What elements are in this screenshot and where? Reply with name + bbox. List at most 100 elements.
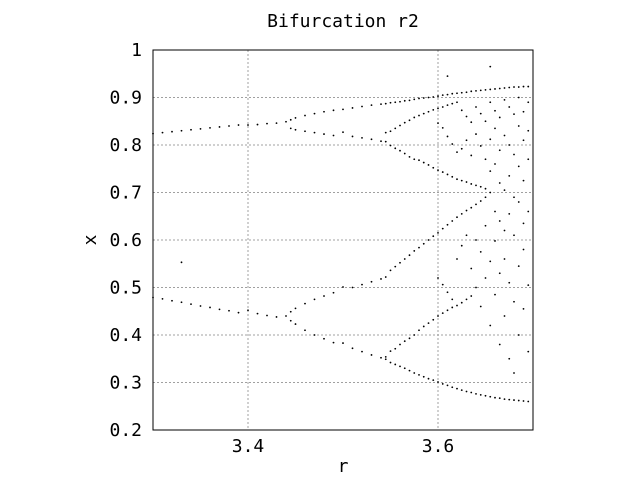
bifurcation-point xyxy=(465,91,468,94)
bifurcation-point xyxy=(289,319,292,322)
bifurcation-point xyxy=(522,179,525,182)
bifurcation-point xyxy=(313,298,316,301)
bifurcation-point xyxy=(479,250,482,253)
bifurcation-point xyxy=(484,394,487,397)
bifurcation-point xyxy=(399,100,401,103)
bifurcation-point xyxy=(494,293,496,296)
bifurcation-point xyxy=(275,122,278,125)
x-axis-label: r xyxy=(338,456,349,477)
bifurcation-point xyxy=(384,102,387,105)
bifurcation-point xyxy=(422,325,425,328)
bifurcation-point xyxy=(432,379,435,382)
bifurcation-point xyxy=(503,189,506,192)
bifurcation-point xyxy=(304,329,306,332)
bifurcation-point xyxy=(489,260,492,263)
bifurcation-point xyxy=(180,129,183,132)
bifurcation-point xyxy=(446,223,449,226)
bifurcation-point xyxy=(399,149,401,152)
bifurcation-point xyxy=(408,254,411,257)
bifurcation-point xyxy=(394,127,397,130)
y-tick-label: 0.5 xyxy=(109,278,142,299)
bifurcation-point xyxy=(460,91,463,94)
bifurcation-point xyxy=(456,101,458,104)
bifurcation-point xyxy=(475,133,477,135)
bifurcation-point xyxy=(498,87,501,90)
bifurcation-point xyxy=(508,398,511,401)
bifurcation-point xyxy=(313,131,316,134)
bifurcation-point xyxy=(441,312,444,315)
bifurcation-point xyxy=(498,343,501,346)
bifurcation-point xyxy=(527,129,530,132)
bifurcation-point xyxy=(394,147,397,150)
bifurcation-point xyxy=(479,89,482,92)
bifurcation-point xyxy=(370,104,373,106)
bifurcation-point xyxy=(380,140,382,143)
bifurcation-point xyxy=(418,329,420,332)
bifurcation-point xyxy=(465,181,468,183)
x-tick-label: 3.4 xyxy=(232,436,265,457)
bifurcation-point xyxy=(484,224,487,227)
bifurcation-point xyxy=(522,222,525,225)
bifurcation-point xyxy=(508,357,511,360)
bifurcation-point xyxy=(503,134,506,137)
bifurcation-point xyxy=(413,250,416,252)
bifurcation-point xyxy=(470,267,473,270)
bifurcation-point xyxy=(332,134,335,137)
bifurcation-point xyxy=(370,280,373,283)
bifurcation-point xyxy=(527,85,530,88)
bifurcation-point xyxy=(332,291,335,294)
bifurcation-point xyxy=(285,315,287,317)
bifurcation-point xyxy=(508,86,511,89)
bifurcation-point xyxy=(413,158,416,161)
bifurcation-point xyxy=(451,386,454,389)
y-tick-label: 1 xyxy=(131,40,142,61)
bifurcation-point xyxy=(498,116,501,119)
bifurcation-point xyxy=(437,231,439,234)
plot-frame xyxy=(152,49,534,431)
bifurcation-point xyxy=(171,299,173,302)
bifurcation-point xyxy=(489,101,492,104)
bifurcation-point xyxy=(441,383,444,385)
bifurcation-point xyxy=(522,248,525,251)
bifurcation-point xyxy=(247,309,249,312)
bifurcation-point xyxy=(484,158,487,161)
bifurcation-point xyxy=(451,102,454,105)
bifurcation-point xyxy=(479,200,482,202)
bifurcation-point xyxy=(427,110,430,113)
bifurcation-point xyxy=(209,127,211,129)
bifurcation-point xyxy=(513,86,515,88)
bifurcation-point xyxy=(256,123,259,126)
bifurcation-point xyxy=(465,298,468,301)
bifurcation-point xyxy=(460,301,463,304)
bifurcation-point xyxy=(370,138,373,141)
bifurcation-point xyxy=(522,307,525,310)
bifurcation-point xyxy=(437,169,439,172)
bifurcation-point xyxy=(460,109,463,112)
bifurcation-point xyxy=(422,242,425,245)
bifurcation-point xyxy=(403,152,406,155)
bifurcation-point xyxy=(460,389,463,391)
bifurcation-point xyxy=(494,127,496,130)
bifurcation-point xyxy=(437,277,439,279)
bifurcation-point xyxy=(446,173,449,176)
bifurcation-point xyxy=(313,112,316,115)
bifurcation-point xyxy=(323,110,325,113)
bifurcation-point xyxy=(484,196,487,199)
bifurcation-point xyxy=(422,97,425,99)
bifurcation-point xyxy=(413,334,416,336)
bifurcation-point xyxy=(380,103,382,106)
bifurcation-point xyxy=(403,258,406,260)
bifurcation-point xyxy=(451,175,454,178)
bifurcation-point xyxy=(517,86,520,88)
bifurcation-point xyxy=(266,314,268,317)
bifurcation-point xyxy=(190,128,192,131)
bifurcation-point xyxy=(418,246,420,249)
bifurcation-point xyxy=(456,151,458,154)
bifurcation-point xyxy=(408,119,411,122)
bifurcation-point xyxy=(285,120,287,123)
bifurcation-point xyxy=(389,269,392,272)
bifurcation-point xyxy=(441,227,444,230)
bifurcation-point xyxy=(228,309,230,312)
bifurcation-point xyxy=(446,384,449,387)
